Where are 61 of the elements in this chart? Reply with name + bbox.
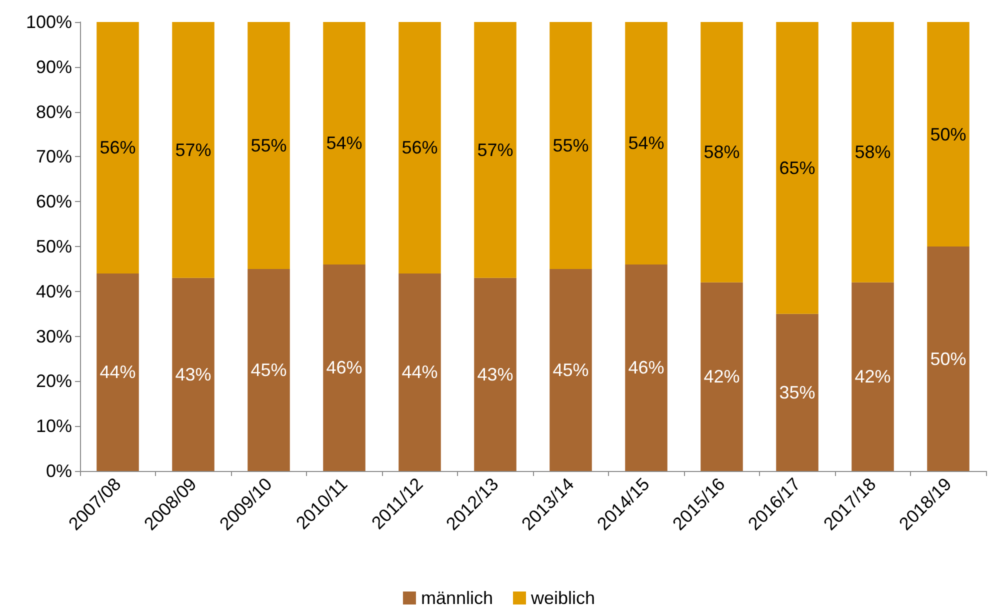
- data-label: 58%: [704, 142, 740, 162]
- data-label: 57%: [175, 140, 212, 160]
- bar: [248, 22, 290, 269]
- y-tick-label: 90%: [36, 56, 72, 77]
- y-tick-label: 30%: [36, 326, 72, 346]
- data-label: 54%: [628, 133, 664, 154]
- data-label: 43%: [477, 364, 514, 384]
- data-label: 44%: [100, 362, 136, 382]
- y-tick-label: 50%: [36, 236, 72, 256]
- bar: [172, 22, 214, 278]
- data-label: 42%: [854, 366, 891, 387]
- bar: [96, 22, 139, 274]
- data-label: 45%: [552, 360, 589, 380]
- bar: [550, 268, 592, 471]
- bar: [625, 22, 668, 264]
- bar: [323, 22, 366, 264]
- bar: [927, 22, 970, 246]
- bar: [700, 282, 743, 471]
- data-label: 55%: [552, 135, 589, 156]
- bar: [852, 22, 894, 282]
- y-tick-label: 40%: [36, 281, 72, 302]
- bar: [323, 264, 366, 471]
- y-tick-label: 20%: [36, 371, 72, 392]
- bar: [398, 273, 441, 471]
- bar: [776, 314, 818, 471]
- data-label: 57%: [477, 140, 514, 160]
- bar: [398, 22, 441, 274]
- legend-label: männlich: [420, 588, 494, 608]
- data-label: 55%: [250, 135, 287, 156]
- y-tick-label: 10%: [36, 416, 72, 436]
- bar: [625, 264, 668, 471]
- bar: [474, 22, 516, 278]
- data-label: 35%: [779, 382, 816, 402]
- bar: [172, 278, 214, 471]
- bar: [852, 282, 894, 471]
- legend-label: weiblich: [530, 588, 596, 608]
- data-label: 50%: [930, 348, 966, 369]
- bar: [96, 273, 139, 471]
- data-label: 56%: [402, 138, 438, 158]
- bar: [248, 268, 290, 471]
- y-tick-label: 80%: [36, 102, 72, 122]
- bar: [474, 278, 516, 471]
- y-tick-label: 70%: [36, 146, 72, 167]
- data-label: 56%: [100, 138, 136, 158]
- data-label: 46%: [628, 358, 664, 378]
- data-label: 43%: [175, 364, 212, 384]
- y-tick-label: 60%: [36, 192, 72, 212]
- y-tick-label: 100%: [26, 12, 72, 32]
- data-label: 50%: [930, 124, 966, 144]
- data-label: 54%: [326, 133, 362, 154]
- data-label: 65%: [779, 158, 816, 178]
- data-label: 58%: [854, 142, 891, 162]
- y-tick-label: 0%: [46, 461, 72, 481]
- bar: [700, 22, 743, 282]
- data-label: 44%: [402, 362, 438, 382]
- data-label: 45%: [250, 360, 287, 380]
- data-label: 46%: [326, 358, 362, 378]
- data-label: 42%: [704, 366, 740, 387]
- bar: [776, 22, 818, 314]
- bar: [927, 246, 970, 471]
- bar: [550, 22, 592, 269]
